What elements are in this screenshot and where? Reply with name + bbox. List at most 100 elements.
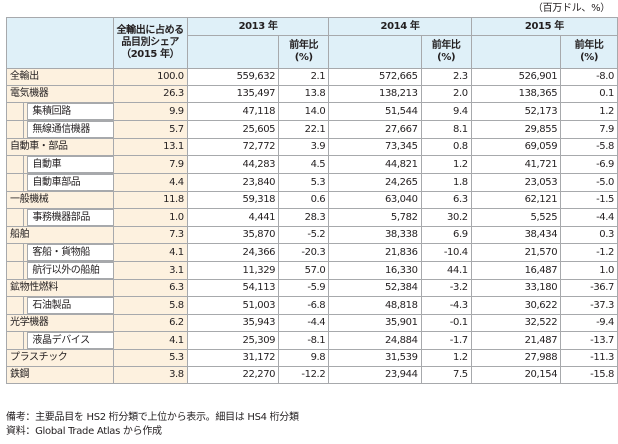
table-row: プラスチック 5.3 31,172 9.8 31,539 1.2 27,988 -11.3 <box>6 349 618 367</box>
row-indent <box>5 296 25 315</box>
yoy-2015-cell: -1.2 <box>560 243 618 262</box>
value-2014-cell: 51,544 <box>328 102 422 121</box>
value-2013-cell: 22,270 <box>186 366 280 384</box>
table-row: 航行以外の船舶 3.1 11,329 57.0 16,330 44.1 16,487 1.0 <box>5 261 618 280</box>
value-2014-cell: 44,821 <box>328 155 422 174</box>
row-indent <box>5 331 25 350</box>
value-2015-cell: 21,487 <box>470 331 562 350</box>
yoy-2015-cell: -5.8 <box>560 138 618 156</box>
table-row: 無線通信機器 5.7 25,605 22.1 27,667 8.1 29,855 7.9 <box>5 120 618 139</box>
value-2014-cell: 138,213 <box>328 85 422 103</box>
value-2013-cell: 23,840 <box>186 173 280 192</box>
yoy-2015-cell: -4.4 <box>560 208 618 227</box>
value-2013-cell: 54,113 <box>186 279 280 297</box>
yoy-2014-cell: 0.8 <box>420 138 472 156</box>
table-row: 液晶デバイス 4.1 25,309 -8.1 24,884 -1.7 21,487 -13.7 <box>5 331 618 350</box>
table-row: 一般機械 11.8 59,318 0.6 63,040 6.3 62,121 -1.5 <box>6 191 618 209</box>
value-2015-cell: 69,059 <box>470 138 562 156</box>
table-row: 自動車 7.9 44,283 4.5 44,821 1.2 41,721 -6.9 <box>5 155 618 174</box>
table-row: 事務機器部品 1.0 4,441 28.3 5,782 30.2 5,525 -4.4 <box>5 208 618 227</box>
table-row: 全輸出 100.0 559,632 2.1 572,665 2.3 526,901 -8.0 <box>6 68 618 86</box>
table-body: 全輸出 100.0 559,632 2.1 572,665 2.3 526,901 -8.0 電… <box>5 68 618 384</box>
value-2015-cell: 62,121 <box>470 191 562 209</box>
yoy-2013-cell: 0.6 <box>278 191 330 209</box>
yoy-2015-cell: -11.3 <box>560 349 618 367</box>
value-2015-cell: 41,721 <box>470 155 562 174</box>
table-row: 自動車部品 4.4 23,840 5.3 24,265 1.8 23,053 -5.0 <box>5 173 618 192</box>
yoy-2013-cell: 4.5 <box>278 155 330 174</box>
share-cell: 7.3 <box>112 226 188 244</box>
row-indent <box>5 102 25 121</box>
table-row: 鉱物性燃料 6.3 54,113 -5.9 52,384 -3.2 33,180 -36.7 <box>6 279 618 297</box>
share-cell: 5.8 <box>112 296 188 315</box>
row-indent <box>5 261 25 280</box>
row-label: 石油製品 <box>23 296 114 315</box>
table-row: 光学機器 6.2 35,943 -4.4 35,901 -0.1 32,522 -9.4 <box>6 314 618 332</box>
share-header-line-3: （2015 年） <box>121 49 180 60</box>
yoy-2014-cell: -10.4 <box>420 243 472 262</box>
value-2013-cell: 44,283 <box>186 155 280 174</box>
row-indent <box>5 155 25 174</box>
yoy-2013-cell: -6.8 <box>278 296 330 315</box>
value-2014-cell: 5,782 <box>328 208 422 227</box>
value-2014-cell: 31,539 <box>328 349 422 367</box>
value-2015-cell: 52,173 <box>470 102 562 121</box>
row-indent <box>5 120 25 139</box>
yoy-2013-cell: -8.1 <box>278 331 330 350</box>
year-header-2014: 2014 年 <box>328 17 472 36</box>
yoy-2014-cell: 6.9 <box>420 226 472 244</box>
row-label: 自動車部品 <box>23 173 114 192</box>
yoy-2014-cell: 8.1 <box>420 120 472 139</box>
value-2013-cell: 559,632 <box>186 68 280 86</box>
table-row: 電気機器 26.3 135,497 13.8 138,213 2.0 138,365 0.1 <box>6 85 618 103</box>
yoy-2014-cell: -1.7 <box>420 331 472 350</box>
value-2014-cell: 48,818 <box>328 296 422 315</box>
yoy-header-2015: 前年比 (%) <box>560 35 618 69</box>
row-label: 鉄鋼 <box>6 366 114 384</box>
value-2015-cell: 5,525 <box>470 208 562 227</box>
share-cell: 5.7 <box>112 120 188 139</box>
share-cell: 6.2 <box>112 314 188 332</box>
value-2014-cell: 572,665 <box>328 68 422 86</box>
row-indent <box>5 243 25 262</box>
yoy-2015-cell: 1.2 <box>560 102 618 121</box>
row-label: 集積回路 <box>23 102 114 121</box>
yoy-2014-cell: 2.0 <box>420 85 472 103</box>
row-label: 自動車・部品 <box>6 138 114 156</box>
yoy-2015-cell: -5.0 <box>560 173 618 192</box>
value-2013-cell: 25,309 <box>186 331 280 350</box>
yoy-header-2014: 前年比 (%) <box>420 35 472 69</box>
yoy-2014-cell: 7.5 <box>420 366 472 384</box>
export-table: 全輸出に占める 品目別シェア （2015 年） 2013 年 2014 年 20… <box>5 17 618 384</box>
note-source: 資料：Global Trade Atlas から作成 <box>6 426 162 437</box>
share-header-line-1: 全輸出に占める <box>116 25 185 36</box>
share-cell: 5.3 <box>112 349 188 367</box>
yoy-2013-cell: 57.0 <box>278 261 330 280</box>
share-cell: 100.0 <box>112 68 188 86</box>
yoy-2015-cell: -8.0 <box>560 68 618 86</box>
value-2013-cell: 4,441 <box>186 208 280 227</box>
yoy-2014-cell: 1.2 <box>420 349 472 367</box>
unit-note: （百万ドル、%） <box>532 3 610 14</box>
value-2014-cell: 63,040 <box>328 191 422 209</box>
share-cell: 4.1 <box>112 331 188 350</box>
value-2013-cell: 35,943 <box>186 314 280 332</box>
value-2014-cell: 16,330 <box>328 261 422 280</box>
row-label: 無線通信機器 <box>23 120 114 139</box>
row-indent <box>5 173 25 192</box>
value-2015-cell: 526,901 <box>470 68 562 86</box>
yoy-2013-cell: -12.2 <box>278 366 330 384</box>
yoy-2015-cell: -6.9 <box>560 155 618 174</box>
value-2014-cell: 23,944 <box>328 366 422 384</box>
value-2013-cell: 25,605 <box>186 120 280 139</box>
note-remark: 備考：主要品目を HS2 桁分類で上位から表示。細目は HS4 桁分類 <box>6 412 299 423</box>
yoy-2015-cell: -37.3 <box>560 296 618 315</box>
value-2014-cell: 24,884 <box>328 331 422 350</box>
value-2015-cell: 29,855 <box>470 120 562 139</box>
table-row: 石油製品 5.8 51,003 -6.8 48,818 -4.3 30,622 -37.3 <box>5 296 618 315</box>
share-cell: 7.9 <box>112 155 188 174</box>
value-2014-cell: 27,667 <box>328 120 422 139</box>
value-2014-cell: 21,836 <box>328 243 422 262</box>
row-label: 全輸出 <box>6 68 114 86</box>
value-2015-cell: 33,180 <box>470 279 562 297</box>
